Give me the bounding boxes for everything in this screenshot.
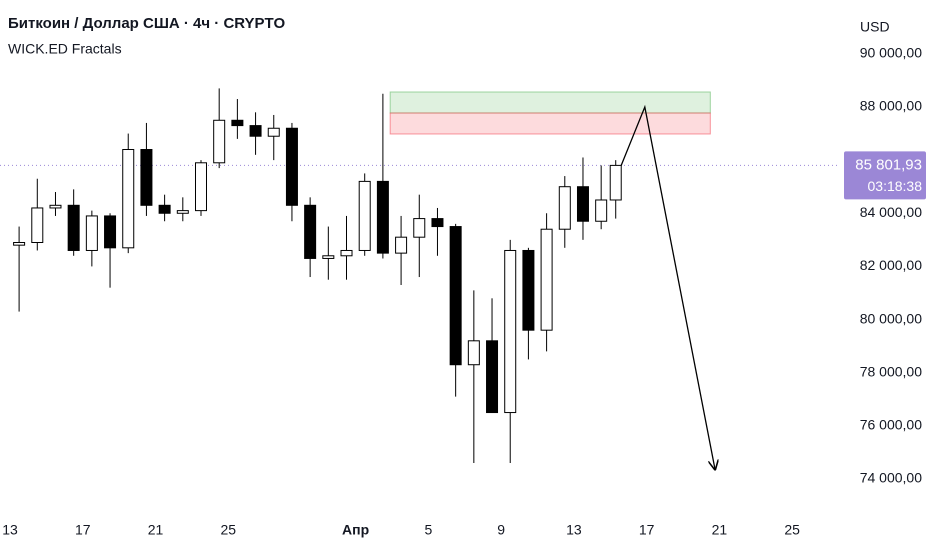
candle-body [376,180,389,254]
candle-body [104,215,117,249]
x-tick-label: 9 [497,522,505,538]
candle-body [176,210,189,214]
y-tick-label: 90 000,00 [860,45,922,61]
y-tick-label: 88 000,00 [860,98,922,114]
y-tick-label: 82 000,00 [860,257,922,273]
chart-title: Биткоин / Доллар США · 4ч · CRYPTO [8,15,285,32]
candle-body [31,207,44,244]
zone [389,91,711,114]
candle-body [140,149,153,206]
candle-body [49,204,62,209]
candle-body [13,242,26,246]
candle-body [213,119,226,164]
x-tick-label: 25 [784,522,800,538]
price-label-box [844,151,926,200]
candle-body [558,186,571,230]
y-tick-label: 80 000,00 [860,310,922,326]
x-tick-label: 13 [2,522,18,538]
plot-area [0,53,844,518]
countdown: 03:18:38 [868,178,923,194]
x-tick-label: 17 [75,522,91,538]
candle-body [395,236,408,254]
candle-body [322,255,335,259]
candle-body [449,226,462,366]
candle-body [158,204,171,214]
zone [389,112,711,135]
candle-body [609,164,622,201]
candle-body [467,340,480,366]
candle-body [304,204,317,259]
y-tick-label: 78 000,00 [860,363,922,379]
x-tick-label: 5 [424,522,432,538]
x-tick-label: 21 [148,522,164,538]
y-tick-label: 84 000,00 [860,204,922,220]
candle-body [540,228,553,331]
candle-body [595,199,608,222]
candle-body [194,162,207,212]
candle-body [413,218,426,238]
x-tick-label: Апр [342,522,369,538]
x-tick-label: 17 [639,522,655,538]
x-tick-label: 21 [712,522,728,538]
candle-body [431,218,444,228]
projection-arrow [620,104,715,469]
candle-body [85,215,98,251]
x-tick-label: 13 [566,522,582,538]
candle-body [504,249,517,414]
candle-body [285,127,298,206]
candle-body [358,180,371,251]
candle-body [267,127,280,137]
candle-body [122,149,135,249]
candle-body [231,119,244,127]
candle-body [249,125,262,137]
indicator-name: WICK.ED Fractals [8,41,122,57]
candle-body [522,249,535,331]
candle-body [67,204,80,251]
price-label: 85 801,93 [855,156,922,173]
y-tick-label: 76 000,00 [860,417,922,433]
x-tick-label: 25 [220,522,236,538]
candle-body [340,249,353,257]
candle-body [576,186,589,222]
candle-body [486,340,499,414]
y-tick-label: 74 000,00 [860,470,922,486]
currency: USD [860,19,890,35]
